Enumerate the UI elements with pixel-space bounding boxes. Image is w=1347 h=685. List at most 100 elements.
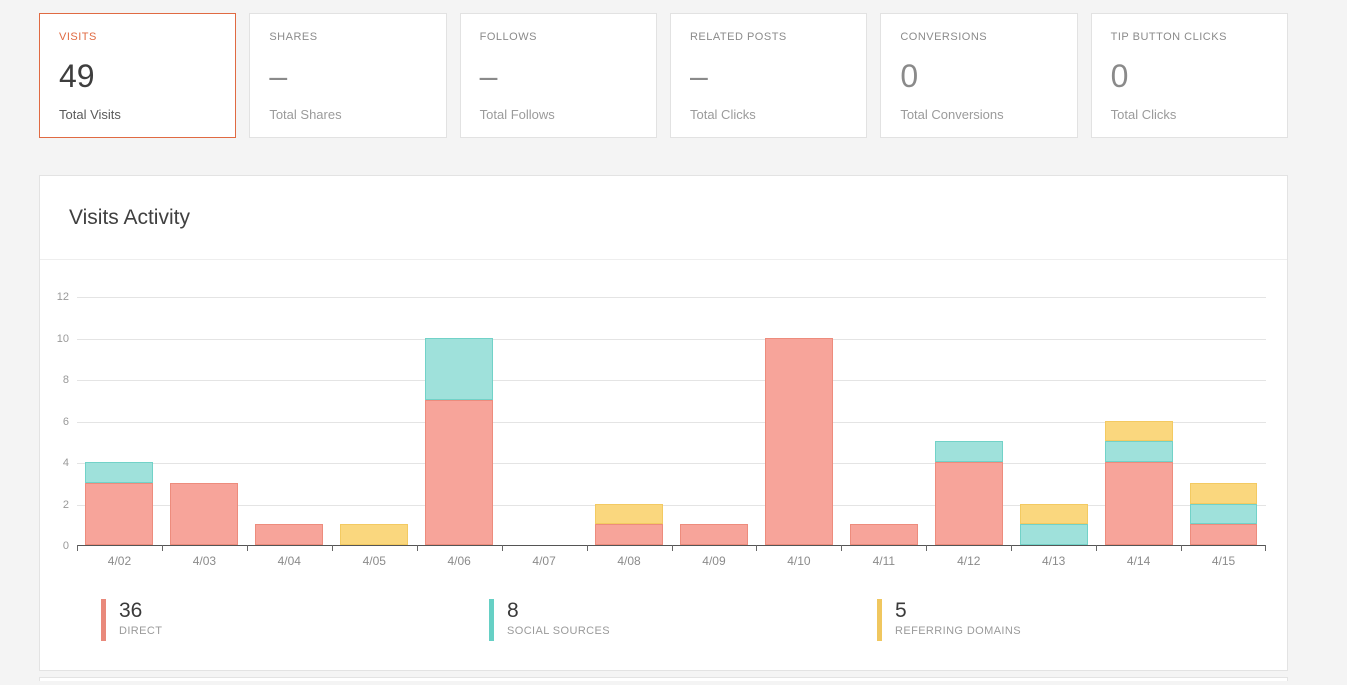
- bar-segment-direct: [255, 524, 324, 545]
- bar-segment-social-sources: [1104, 441, 1173, 462]
- y-axis-label: 6: [62, 415, 69, 428]
- bar-slot-4-10: [756, 297, 841, 545]
- legend-label: DIRECT: [119, 625, 163, 637]
- panel-title: Visits Activity: [69, 205, 190, 229]
- gridline: [77, 421, 1266, 423]
- bar-segment-direct: [1104, 462, 1173, 545]
- bar-slot-4-09: [672, 297, 757, 545]
- y-axis-label: 12: [56, 291, 69, 303]
- stat-card-title: SHARES: [269, 31, 318, 43]
- stat-card-title: VISITS: [59, 31, 97, 43]
- bar-slot-4-14: [1096, 297, 1181, 545]
- stat-card-related-posts[interactable]: RELATED POSTS – Total Clicks: [669, 13, 868, 138]
- legend-item-social-sources: 8 SOCIAL SOURCES: [489, 599, 877, 641]
- x-axis-label: 4/07: [532, 554, 556, 568]
- stat-card-label: Total Shares: [269, 107, 342, 122]
- next-panel-edge: [39, 677, 1288, 681]
- legend-label: REFERRING DOMAINS: [895, 625, 1021, 637]
- bar-segment-direct: [425, 399, 494, 545]
- gridline: [77, 504, 1266, 506]
- x-axis-tick: [1096, 545, 1098, 551]
- stat-card-value: 49: [59, 58, 95, 94]
- legend-item-referring-domains: 5 REFERRING DOMAINS: [877, 599, 1265, 641]
- bar-segment-direct: [85, 482, 154, 545]
- y-axis-label: 4: [62, 457, 69, 469]
- stat-card-label: Total Conversions: [900, 107, 1004, 122]
- bar-segment-referring-domains: [1019, 503, 1088, 525]
- legend-color-bar: [489, 599, 494, 641]
- stat-card-visits[interactable]: VISITS 49 Total Visits: [39, 13, 237, 138]
- bar-slot-4-06: [417, 297, 502, 545]
- gridline: [77, 463, 1266, 464]
- stat-card-shares[interactable]: SHARES – Total Shares: [249, 13, 447, 138]
- bar-4-02: [85, 462, 154, 545]
- stat-card-conversions[interactable]: CONVERSIONS 0 Total Conversions: [880, 13, 1078, 138]
- x-axis-label: 4/08: [617, 554, 641, 568]
- bar-segment-social-sources: [85, 462, 154, 483]
- x-axis-tick: [1181, 545, 1183, 551]
- bar-4-03: [170, 482, 239, 545]
- x-axis-tick: [501, 545, 503, 551]
- stat-card-label: Total Follows: [479, 107, 555, 122]
- bar-segment-direct: [595, 524, 663, 545]
- legend-text: 5 REFERRING DOMAINS: [895, 599, 1021, 641]
- stat-card-label: Total Clicks: [689, 107, 756, 122]
- panel-header: Visits Activity: [40, 176, 1287, 260]
- legend-value: 5: [895, 599, 907, 622]
- x-axis-label: 4/10: [787, 554, 811, 568]
- x-axis-label: 4/04: [277, 554, 301, 568]
- stat-card-value: –: [689, 58, 708, 94]
- y-axis-label: 8: [62, 374, 69, 386]
- stat-card-value: –: [269, 58, 288, 94]
- stat-card-value: 0: [900, 58, 919, 94]
- x-axis-label: 4/12: [957, 554, 981, 568]
- y-axis-label: 0: [62, 540, 69, 552]
- bar-slot-4-05: [332, 297, 417, 545]
- y-axis-label: 2: [62, 498, 69, 511]
- stat-card-follows[interactable]: FOLLOWS – Total Follows: [459, 13, 657, 138]
- bar-slot-4-08: [587, 297, 672, 545]
- bar-segment-referring-domains: [1104, 420, 1173, 442]
- x-axis-tick: [161, 545, 163, 551]
- bar-4-14: [1104, 420, 1173, 545]
- bar-4-10: [764, 337, 833, 545]
- x-axis-tick: [246, 545, 248, 551]
- stat-card-label: Total Visits: [59, 107, 121, 122]
- x-axis-tick: [756, 545, 758, 551]
- x-axis-tick: [841, 545, 843, 551]
- x-axis-label: 4/09: [702, 554, 726, 568]
- bar-segment-referring-domains: [340, 524, 409, 545]
- stat-card-value: 0: [1110, 58, 1129, 94]
- legend-color-bar: [101, 599, 106, 641]
- x-axis-label: 4/03: [192, 554, 217, 568]
- bar-4-06: [425, 337, 494, 545]
- x-axis-label: 4/05: [362, 554, 386, 568]
- legend-value: 36: [119, 599, 143, 622]
- x-axis-tick: [671, 545, 673, 551]
- stat-cards-row: VISITS 49 Total Visits SHARES – Total Shares F…: [39, 13, 1288, 138]
- stat-card-value: –: [479, 58, 498, 94]
- stat-card-title: CONVERSIONS: [900, 31, 988, 43]
- legend-text: 8 SOCIAL SOURCES: [507, 599, 610, 641]
- y-axis-label: 10: [56, 332, 69, 345]
- bar-segment-direct: [849, 524, 918, 545]
- gridline: [77, 297, 1266, 298]
- bar-segment-social-sources: [1019, 524, 1088, 545]
- x-axis-tick: [1265, 545, 1266, 551]
- bar-slot-4-07: [502, 297, 587, 545]
- bar-4-08: [595, 503, 663, 545]
- x-axis-tick: [331, 545, 333, 551]
- bar-segment-social-sources: [1189, 503, 1258, 525]
- gridline: [77, 380, 1266, 381]
- x-axis-tick: [416, 545, 418, 551]
- bar-slot-4-02: [77, 297, 162, 545]
- x-axis-label: 4/02: [107, 554, 132, 568]
- x-axis-label: 4/11: [872, 554, 896, 568]
- stat-card-tip-button-clicks[interactable]: TIP BUTTON CLICKS 0 Total Clicks: [1090, 13, 1288, 138]
- stat-card-title: TIP BUTTON CLICKS: [1110, 31, 1227, 43]
- legend-value: 8: [507, 599, 519, 622]
- stat-card-title: RELATED POSTS: [689, 31, 787, 43]
- stat-card-title: FOLLOWS: [479, 31, 537, 43]
- bar-slot-4-11: [841, 297, 926, 545]
- bar-4-09: [679, 524, 748, 545]
